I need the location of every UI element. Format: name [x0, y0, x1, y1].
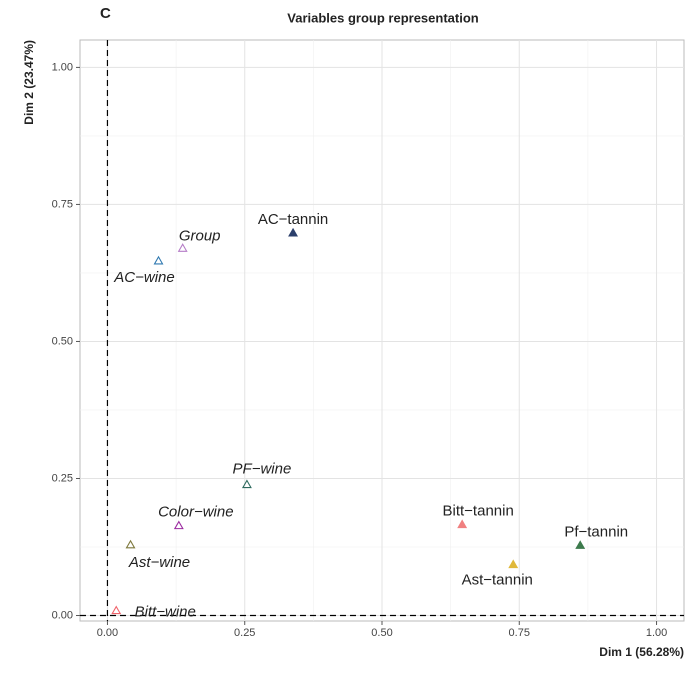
point: [241, 479, 252, 489]
point: [111, 605, 122, 615]
y-tick-label: 0.00: [52, 609, 73, 621]
point-label: Group: [179, 227, 221, 244]
point-label: Ast−tannin: [462, 572, 533, 589]
x-tick-label: 0.25: [234, 627, 255, 639]
point: [177, 243, 188, 252]
point: [288, 227, 298, 237]
point: [173, 520, 184, 530]
point: [575, 540, 586, 549]
chart-title: Variables group representation: [287, 10, 479, 25]
x-tick-label: 0.00: [97, 627, 118, 639]
point-label: PF−wine: [233, 460, 292, 477]
x-tick-label: 0.75: [509, 627, 530, 639]
y-axis-label: Dim 2 (23.47%): [22, 40, 36, 125]
point-label: Pf−tannin: [564, 523, 628, 540]
point: [153, 255, 164, 265]
panel-label: C: [100, 5, 111, 22]
point-label: Ast−wine: [128, 554, 190, 571]
point: [508, 559, 519, 569]
y-tick-label: 0.25: [52, 472, 73, 484]
y-tick-label: 1.00: [52, 61, 73, 73]
y-tick-label: 0.50: [52, 335, 73, 347]
x-axis-label: Dim 1 (56.28%): [599, 645, 684, 659]
point-label: Bitt−tannin: [443, 503, 514, 520]
point: [125, 539, 136, 549]
point-label: Bitt−wine: [135, 604, 196, 621]
x-tick-label: 1.00: [646, 627, 667, 639]
point-label: AC−tannin: [258, 211, 328, 228]
x-tick-label: 0.50: [371, 627, 392, 639]
point-label: Color−wine: [158, 504, 233, 521]
point: [457, 519, 468, 529]
point-label: AC−wine: [113, 269, 174, 286]
y-tick-label: 0.75: [52, 198, 73, 210]
